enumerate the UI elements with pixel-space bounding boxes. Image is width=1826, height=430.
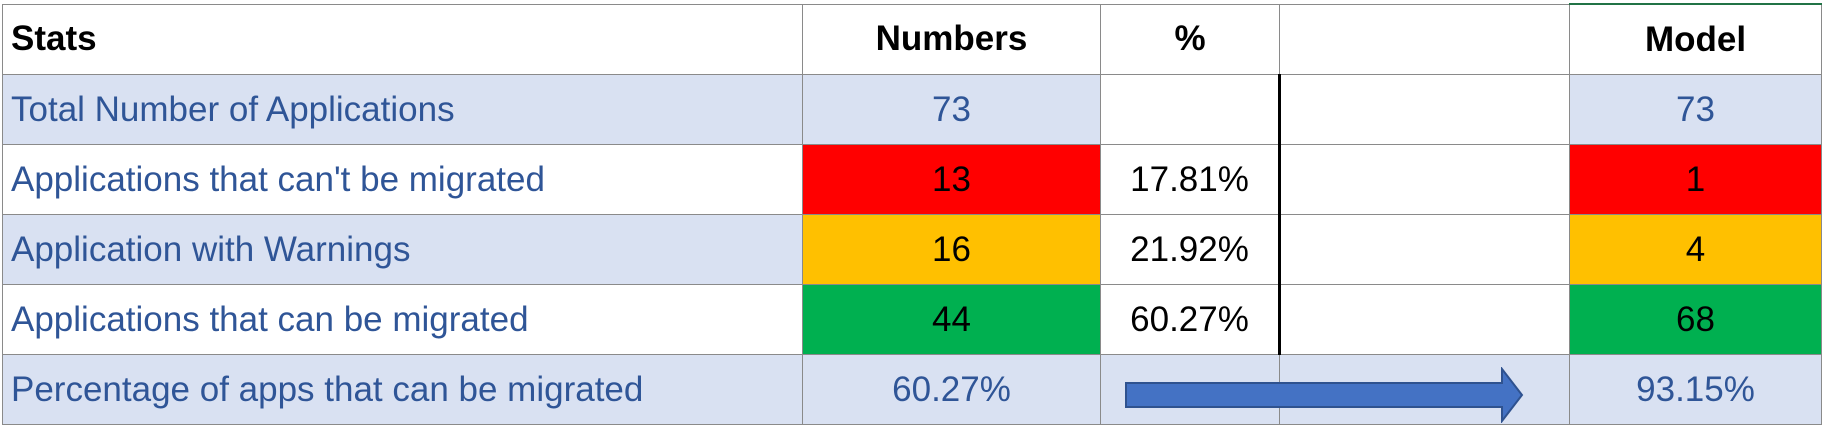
cell-number-cant-migrate[interactable]: 13 (802, 144, 1101, 215)
cell-percent-can-migrate[interactable]: 60.27% (1100, 284, 1280, 355)
cell-model-cant-migrate[interactable]: 1 (1569, 144, 1822, 215)
cell-number-total[interactable]: 73 (802, 74, 1101, 145)
header-model[interactable]: Model (1569, 3, 1822, 75)
cell-blank-cant-migrate[interactable] (1278, 144, 1570, 215)
cell-blank-warnings[interactable] (1278, 214, 1570, 285)
table-row: Applications that can be migrated 44 60.… (2, 284, 1822, 355)
summary-model[interactable]: 93.15% (1569, 354, 1822, 425)
cell-number-warnings[interactable]: 16 (802, 214, 1101, 285)
header-stats[interactable]: Stats (2, 3, 803, 75)
summary-row: Percentage of apps that can be migrated … (2, 354, 1822, 425)
cell-percent-total[interactable] (1100, 74, 1280, 145)
row-label-warnings[interactable]: Application with Warnings (2, 214, 803, 285)
cell-model-warnings[interactable]: 4 (1569, 214, 1822, 285)
summary-number[interactable]: 60.27% (802, 354, 1101, 425)
cell-model-can-migrate[interactable]: 68 (1569, 284, 1822, 355)
cell-percent-cant-migrate[interactable]: 17.81% (1100, 144, 1280, 215)
header-numbers[interactable]: Numbers (802, 3, 1101, 75)
row-label-cant-migrate[interactable]: Applications that can't be migrated (2, 144, 803, 215)
right-arrow-icon (1124, 366, 1524, 424)
table-row: Total Number of Applications 73 73 (2, 74, 1822, 145)
cell-number-can-migrate[interactable]: 44 (802, 284, 1101, 355)
cell-model-total[interactable]: 73 (1569, 74, 1822, 145)
cell-blank-can-migrate[interactable] (1278, 284, 1570, 355)
table-row: Application with Warnings 16 21.92% 4 (2, 214, 1822, 285)
arrow-shape (1125, 366, 1524, 424)
header-percent[interactable]: % (1100, 3, 1280, 75)
header-row: Stats Numbers % Model (2, 3, 1822, 75)
cell-blank-total[interactable] (1278, 74, 1570, 145)
table-row: Applications that can't be migrated 13 1… (2, 144, 1822, 215)
header-blank[interactable] (1279, 3, 1570, 75)
stats-table: Stats Numbers % Model Total Number of Ap… (2, 3, 1822, 425)
summary-label[interactable]: Percentage of apps that can be migrated (2, 354, 803, 425)
row-label-can-migrate[interactable]: Applications that can be migrated (2, 284, 803, 355)
cell-percent-warnings[interactable]: 21.92% (1100, 214, 1280, 285)
row-label-total[interactable]: Total Number of Applications (2, 74, 803, 145)
